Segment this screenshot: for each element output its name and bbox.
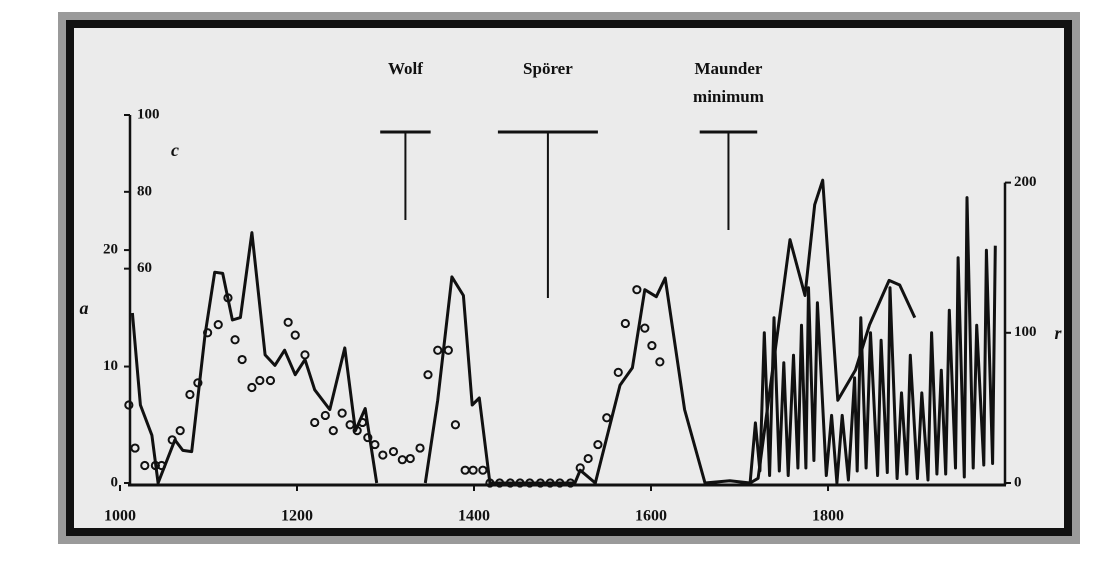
data-point — [320, 410, 330, 421]
data-point — [363, 432, 373, 443]
data-point — [378, 450, 388, 460]
data-point — [632, 285, 642, 295]
data-point — [525, 478, 535, 488]
data-point — [583, 453, 593, 464]
data-point — [515, 478, 525, 488]
data-point — [283, 317, 293, 327]
c-tick-label: 60 — [137, 260, 152, 276]
data-point — [647, 340, 657, 351]
data-point — [213, 320, 223, 330]
data-point — [337, 408, 347, 418]
x-tick-label: 1600 — [635, 508, 667, 525]
c-axis-label: c — [171, 140, 179, 160]
data-point — [185, 389, 195, 400]
data-point — [405, 453, 415, 464]
data-point — [247, 382, 257, 393]
data-point — [593, 439, 603, 450]
data-point — [328, 425, 338, 436]
data-point — [124, 400, 134, 410]
x-tick-label: 1200 — [281, 508, 313, 525]
annotation-label: Wolf — [388, 59, 423, 78]
data-point — [468, 465, 478, 475]
data-point — [130, 443, 140, 453]
data-point — [555, 478, 565, 488]
data-point — [613, 367, 623, 377]
data-point — [545, 478, 555, 488]
data-point — [203, 328, 213, 338]
y-tick-label: 20 — [103, 242, 118, 258]
data-point — [265, 375, 276, 386]
data-point — [565, 478, 576, 488]
data-point — [655, 357, 665, 367]
data-point — [415, 443, 425, 453]
data-point — [310, 417, 320, 428]
data-point — [388, 446, 399, 457]
data-point — [640, 323, 650, 333]
annotation-label: minimum — [693, 87, 764, 106]
y-tick-label: 10 — [103, 358, 118, 374]
data-point — [433, 345, 443, 355]
data-point — [156, 460, 167, 471]
sunspot-line — [748, 196, 997, 485]
y-tick-label: 0 — [111, 474, 119, 490]
data-point — [223, 293, 233, 303]
data-point — [495, 478, 505, 488]
data-point — [535, 478, 545, 488]
data-point — [370, 439, 380, 450]
y2-tick-label: 0 — [1014, 474, 1022, 490]
y2-tick-label: 200 — [1014, 174, 1037, 190]
data-point — [290, 330, 300, 340]
data-point — [255, 375, 265, 386]
data-point — [230, 335, 240, 345]
data-point — [478, 465, 488, 475]
data-point — [167, 435, 177, 445]
data-point — [345, 420, 355, 430]
x-tick-label: 1800 — [812, 508, 844, 525]
x-tick-label: 1400 — [458, 508, 490, 525]
y2-axis-label: r — [1054, 323, 1062, 343]
annotation-label: Maunder — [694, 59, 762, 78]
data-point — [505, 478, 515, 488]
data-point — [602, 413, 612, 423]
annotation-label: Spörer — [523, 59, 573, 78]
c-tick-label: 80 — [137, 183, 152, 199]
x-tick-label: 1000 — [104, 508, 136, 525]
data-point — [175, 425, 185, 436]
data-point — [237, 354, 247, 365]
data-point — [443, 345, 453, 355]
data-point — [620, 318, 630, 329]
data-point — [575, 463, 585, 473]
y2-tick-label: 100 — [1014, 324, 1037, 340]
data-point — [352, 425, 362, 436]
y-axis-label: a — [80, 298, 89, 318]
data-point — [450, 420, 461, 430]
data-point — [300, 350, 310, 360]
data-point — [193, 378, 203, 388]
data-line — [130, 178, 917, 485]
c-tick-label: 100 — [137, 106, 160, 122]
data-point — [423, 370, 433, 380]
data-point — [485, 478, 495, 488]
data-point — [140, 460, 150, 471]
data-point — [357, 417, 368, 428]
data-point — [150, 460, 161, 471]
